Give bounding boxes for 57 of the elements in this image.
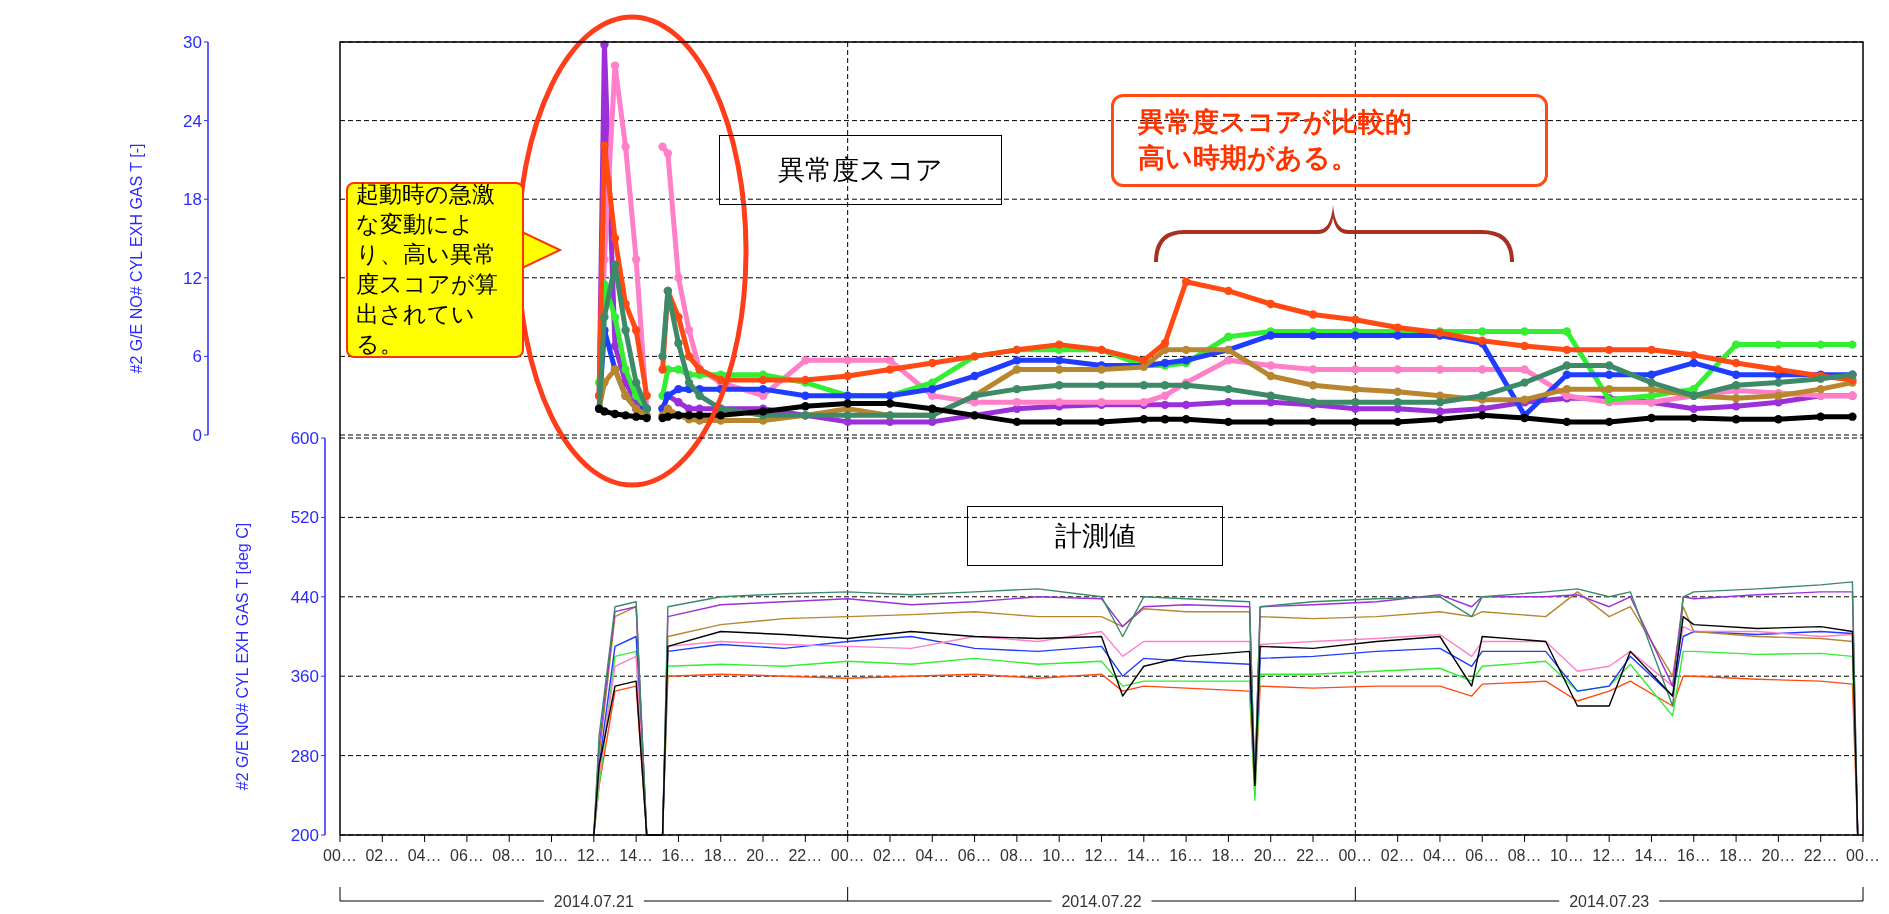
x-tick-label: 04… <box>915 847 950 864</box>
x-tick-label: 14… <box>619 847 654 864</box>
x2-tick-label: 2014.07.21 <box>553 893 634 910</box>
y-tick-label: 520 <box>290 508 319 528</box>
x-tick-label: 00… <box>1338 847 1373 864</box>
x-tick-label: 16… <box>1676 847 1711 864</box>
x-tick-label: 02… <box>873 847 907 864</box>
x-tick-label: 04… <box>1423 847 1457 864</box>
annotation: 計測値 <box>1054 520 1136 553</box>
x-tick-label: 14… <box>1634 847 1669 864</box>
annotation: 起動時の急激な変動により、高い異常度スコアが算出されている。 <box>356 180 499 359</box>
x-tick-label: 16… <box>661 847 696 864</box>
y-tick-label: 0 <box>192 426 202 445</box>
x-tick-label: 22… <box>788 847 823 864</box>
x-tick-label: 12… <box>1592 847 1627 864</box>
y-tick-label: 360 <box>290 667 319 687</box>
y-tick-label: 18 <box>183 190 202 210</box>
y-axis-title: #2 G/E NO# CYL EXH GAS T [-] <box>128 143 145 374</box>
y-tick-label: 200 <box>290 826 319 845</box>
x2-tick-label: 2014.07.23 <box>1569 893 1650 910</box>
x2-tick-label: 2014.07.22 <box>1061 893 1142 910</box>
x-tick-label: 00… <box>1846 847 1880 864</box>
x-tick-label: 08… <box>999 847 1034 864</box>
x-tick-label: 12… <box>1084 847 1119 864</box>
x-tick-label: 20… <box>1253 847 1288 864</box>
x-tick-label: 04… <box>407 847 442 864</box>
x-tick-label: 18… <box>1719 847 1753 864</box>
x-tick-label: 20… <box>1761 847 1796 864</box>
y-tick-label: 12 <box>183 268 202 288</box>
x-tick-label: 00… <box>323 847 357 864</box>
x-tick-label: 20… <box>746 847 780 864</box>
x-tick-label: 22… <box>1803 847 1838 864</box>
annotation: 異常度スコア <box>778 154 943 187</box>
x-tick-label: 10… <box>1042 847 1077 864</box>
y-tick-label: 6 <box>192 347 202 367</box>
y-tick-label: 440 <box>290 587 319 607</box>
y-tick-label: 600 <box>290 429 319 448</box>
x-tick-label: 16… <box>1169 847 1204 864</box>
x-tick-label: 08… <box>492 847 527 864</box>
x-tick-label: 08… <box>1507 847 1542 864</box>
x-tick-label: 06… <box>450 847 484 864</box>
x-tick-label: 00… <box>830 847 865 864</box>
y-tick-label: 24 <box>183 111 202 131</box>
y-tick-label: 280 <box>290 746 319 766</box>
x-tick-label: 10… <box>1549 847 1584 864</box>
x-tick-label: 18… <box>1211 847 1246 864</box>
x-tick-label: 06… <box>1465 847 1500 864</box>
x-tick-label: 18… <box>703 847 738 864</box>
y-tick-label: 30 <box>183 33 202 52</box>
x-tick-label: 12… <box>576 847 611 864</box>
x-tick-label: 14… <box>1126 847 1161 864</box>
x-tick-label: 10… <box>534 847 569 864</box>
x-tick-label: 02… <box>1380 847 1415 864</box>
x-tick-label: 02… <box>365 847 400 864</box>
x-tick-label: 22… <box>1296 847 1330 864</box>
x-tick-label: 06… <box>957 847 992 864</box>
y-axis-title: #2 G/E NO# CYL EXH GAS T [deg C] <box>234 522 251 791</box>
